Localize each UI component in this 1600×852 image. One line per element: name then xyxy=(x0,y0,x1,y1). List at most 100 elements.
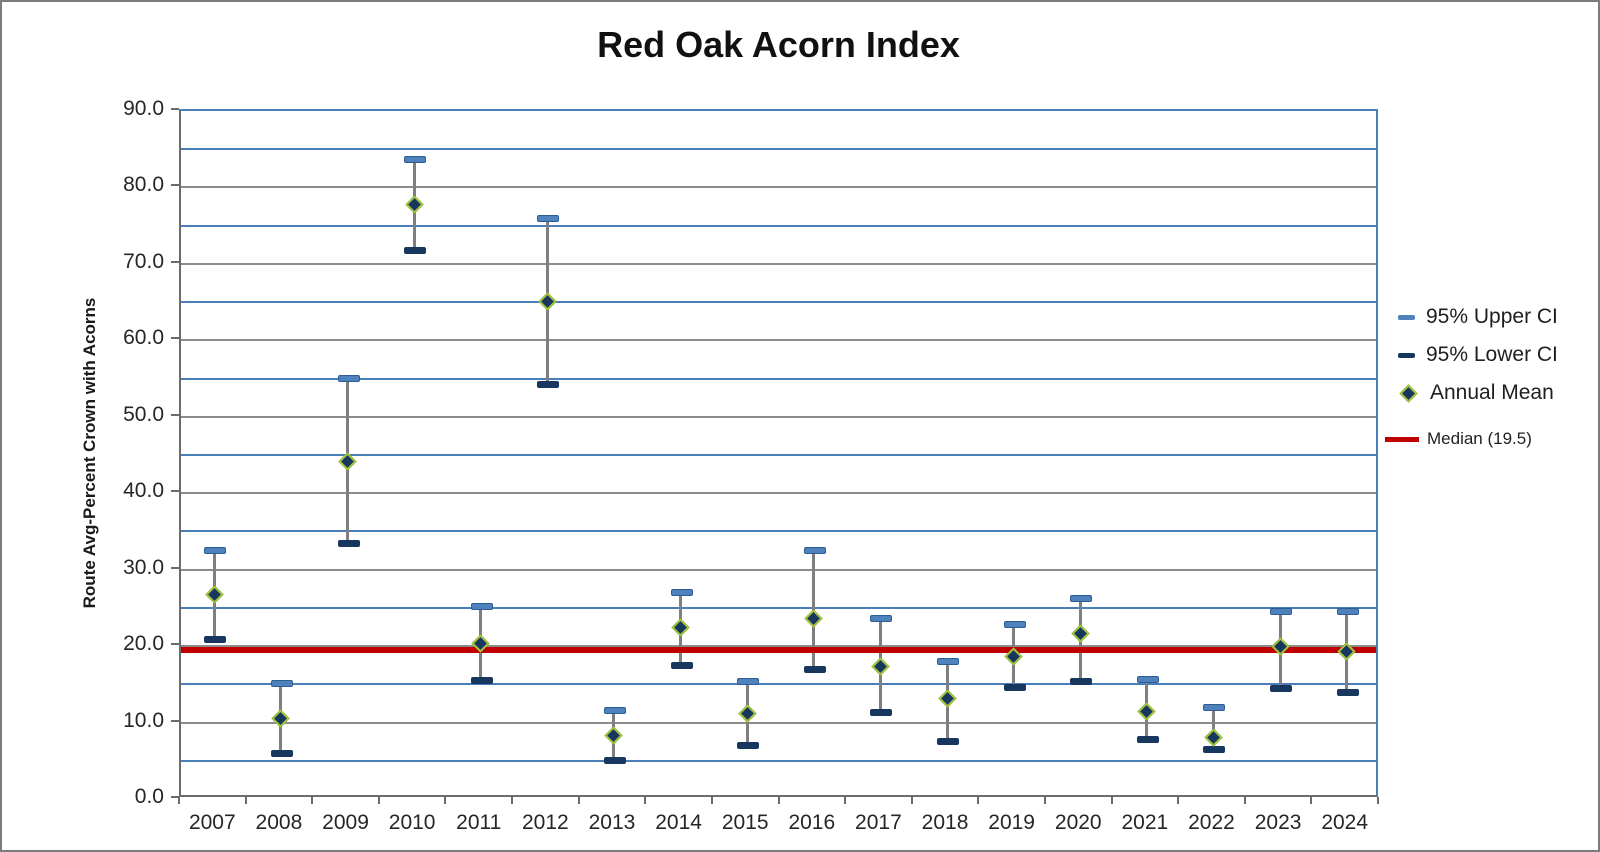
x-tick-mark xyxy=(444,797,447,804)
legend-item-lower-ci: 95% Lower CI xyxy=(1398,343,1593,367)
x-tick-label: 2016 xyxy=(788,811,836,834)
gridline-major xyxy=(181,262,1376,265)
upper-ci-cap-2021 xyxy=(1136,676,1159,684)
gridline-major xyxy=(181,568,1376,571)
legend-item-median: Median (19.5) xyxy=(1385,429,1593,449)
chart-title: Red Oak Acorn Index xyxy=(597,24,960,65)
annual-mean-marker-2021 xyxy=(1137,701,1157,721)
upper-ci-cap-2022 xyxy=(1203,704,1226,711)
x-tick-mark xyxy=(1177,797,1180,804)
x-tick-label: 2018 xyxy=(921,811,969,834)
upper-ci-cap-2023 xyxy=(1270,607,1293,615)
x-tick-label: 2022 xyxy=(1188,811,1235,834)
x-tick-label: 2019 xyxy=(988,811,1035,834)
x-tick-mark xyxy=(577,797,580,804)
y-tick-mark xyxy=(171,108,179,110)
upper-ci-cap-2016 xyxy=(803,547,826,555)
legend-item-upper-ci: 95% Upper CI xyxy=(1398,305,1593,329)
median-line xyxy=(181,646,1376,653)
error-bar-2016 xyxy=(812,549,816,669)
x-tick-label: 2014 xyxy=(655,811,702,834)
gridline-minor xyxy=(181,377,1376,380)
legend-label-lower-ci: 95% Lower CI xyxy=(1426,343,1558,366)
legend-label-median: Median (19.5) xyxy=(1427,429,1532,448)
x-tick-mark xyxy=(1243,797,1246,804)
lower-ci-cap-2023 xyxy=(1270,684,1293,692)
lower-ci-cap-2017 xyxy=(870,709,893,717)
error-bar-2022 xyxy=(1211,706,1215,749)
x-tick-mark xyxy=(377,797,380,804)
annual-mean-marker-2018 xyxy=(937,688,957,708)
x-tick-mark xyxy=(511,797,514,804)
y-tick-mark xyxy=(171,413,179,416)
y-tick-mark xyxy=(171,719,179,722)
lower-ci-cap-2013 xyxy=(603,756,626,764)
y-tick-label: 70.0 xyxy=(123,249,164,273)
upper-ci-cap-2011 xyxy=(470,603,493,611)
annual-mean-marker-2017 xyxy=(871,657,890,676)
y-tick-mark xyxy=(171,566,179,569)
lower-ci-cap-2021 xyxy=(1136,736,1159,744)
plot-area xyxy=(179,109,1378,797)
upper-ci-cap-2007 xyxy=(204,547,227,555)
lower-ci-cap-2018 xyxy=(937,737,960,745)
x-tick-label: 2017 xyxy=(855,811,902,834)
x-tick-label: 2020 xyxy=(1054,811,1102,834)
x-tick-label: 2008 xyxy=(255,811,303,834)
y-tick-mark xyxy=(171,337,179,340)
x-tick-mark xyxy=(1377,797,1379,804)
annual-mean-marker-2010 xyxy=(404,195,424,214)
y-tick-mark xyxy=(171,490,179,493)
upper-ci-dash-icon xyxy=(1398,314,1415,320)
lower-ci-dash-icon xyxy=(1398,352,1415,358)
gridline-minor xyxy=(181,606,1376,609)
x-tick-label: 2009 xyxy=(322,811,369,834)
x-tick-label: 2021 xyxy=(1121,811,1169,834)
legend-item-annual-mean: Annual Mean xyxy=(1398,381,1593,405)
gridline-minor xyxy=(181,454,1376,456)
gridline-major xyxy=(181,645,1376,648)
y-tick-label: 0.0 xyxy=(134,785,164,808)
y-tick-label: 90.0 xyxy=(123,97,164,120)
x-tick-label: 2012 xyxy=(522,811,569,834)
y-tick-mark xyxy=(171,184,179,187)
legend-label-upper-ci: 95% Upper CI xyxy=(1426,305,1558,328)
annual-mean-marker-2016 xyxy=(804,609,823,628)
x-tick-mark xyxy=(910,797,913,804)
annual-mean-marker-2022 xyxy=(1204,728,1223,748)
lower-ci-cap-2020 xyxy=(1070,678,1093,685)
y-tick-label: 50.0 xyxy=(123,402,164,426)
upper-ci-cap-2008 xyxy=(270,679,293,687)
lower-ci-cap-2008 xyxy=(270,749,293,757)
gridline-minor xyxy=(181,148,1376,151)
lower-ci-cap-2011 xyxy=(470,677,493,685)
upper-ci-cap-2009 xyxy=(337,375,360,383)
x-tick-mark xyxy=(777,797,780,804)
annual-mean-diamond-icon xyxy=(1399,383,1418,403)
y-tick-label: 60.0 xyxy=(123,326,164,350)
gridline-major xyxy=(181,186,1376,189)
gridline-major xyxy=(181,721,1376,724)
x-tick-label: 2013 xyxy=(588,811,636,834)
lower-ci-cap-2019 xyxy=(1003,684,1026,692)
upper-ci-cap-2017 xyxy=(870,615,893,623)
annual-mean-marker-2020 xyxy=(1071,623,1090,643)
annual-mean-marker-2007 xyxy=(205,585,224,605)
lower-ci-cap-2014 xyxy=(670,661,693,669)
y-tick-label: 20.0 xyxy=(123,632,164,656)
annual-mean-marker-2015 xyxy=(737,704,757,723)
lower-ci-cap-2015 xyxy=(737,742,760,750)
x-tick-mark xyxy=(644,797,647,804)
y-tick-label: 80.0 xyxy=(123,173,164,197)
y-tick-label: 40.0 xyxy=(123,479,164,503)
upper-ci-cap-2014 xyxy=(670,588,693,596)
upper-ci-cap-2010 xyxy=(404,155,427,163)
lower-ci-cap-2010 xyxy=(404,246,427,254)
lower-ci-cap-2007 xyxy=(204,635,227,643)
legend: 95% Upper CI 95% Lower CI Annual Mean Me… xyxy=(1385,305,1593,463)
x-tick-label: 2007 xyxy=(188,811,236,834)
y-tick-mark xyxy=(171,796,179,798)
y-tick-label: 30.0 xyxy=(123,555,164,579)
upper-ci-cap-2015 xyxy=(737,678,760,685)
